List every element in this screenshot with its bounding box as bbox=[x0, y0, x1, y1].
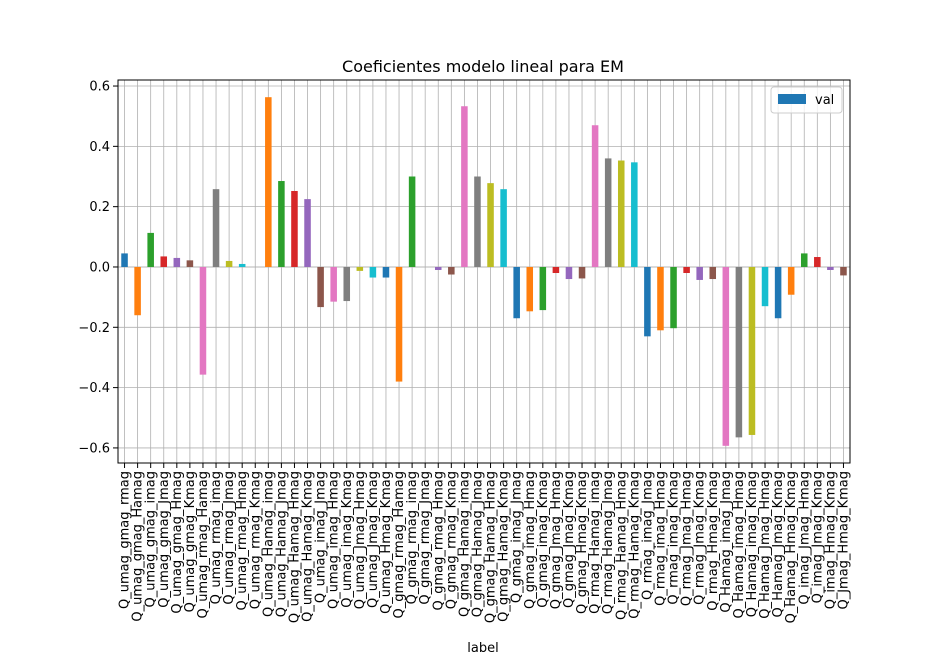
bar-Q_gmag_imag_Jmag bbox=[513, 267, 520, 318]
bar-Q_imag_Jmag_Hmag bbox=[801, 253, 808, 267]
bar-Q_gmag_rmag_Kmag bbox=[448, 267, 455, 275]
chart-title: Coeficientes modelo lineal para EM bbox=[342, 57, 624, 76]
bar-Q_gmag_rmag_Hmag bbox=[435, 267, 442, 270]
bar-Q_umag_Hamag_imag bbox=[265, 97, 272, 267]
bar-Q_umag_imag_Jmag bbox=[317, 267, 324, 307]
bar-Q_gmag_imag_Hmag bbox=[526, 267, 533, 311]
y-tick-label: −0.4 bbox=[78, 381, 110, 396]
bar-Q_rmag_Hamag_Hmag bbox=[618, 161, 625, 267]
bar-Q_Hamag_Hmag_Kmag bbox=[788, 267, 795, 295]
bar-Q_gmag_Hamag_Kmag bbox=[500, 189, 507, 267]
bar-Q_imag_Hmag_Kmag bbox=[827, 267, 834, 270]
bar-Q_Jmag_Hmag_Kmag bbox=[840, 267, 847, 275]
x-axis-label: label bbox=[467, 641, 498, 656]
bar-Q_rmag_imag_Jmag bbox=[644, 267, 651, 336]
legend: val bbox=[771, 87, 842, 113]
bar-Q_umag_gmag_Hamag bbox=[134, 267, 141, 315]
bar-Q_gmag_rmag_imag bbox=[409, 177, 416, 267]
bar-Q_rmag_Jmag_Kmag bbox=[696, 267, 703, 280]
bar-Q_umag_gmag_rmag bbox=[121, 253, 128, 267]
bar-Q_Hamag_imag_Hmag bbox=[736, 267, 743, 437]
bar-Q_gmag_rmag_Hamag bbox=[396, 267, 403, 382]
bar-Q_umag_Hamag_Jmag bbox=[278, 181, 285, 267]
bar-Q_umag_imag_Hmag bbox=[330, 267, 337, 302]
bar-Q_umag_gmag_Jmag bbox=[160, 256, 167, 267]
legend-swatch-val bbox=[778, 94, 806, 104]
bar-Q_Hamag_imag_Kmag bbox=[749, 267, 756, 435]
bar-Q_rmag_Hamag_imag bbox=[592, 125, 599, 267]
bar-Q_umag_rmag_Hmag bbox=[239, 264, 246, 267]
bar-Q_umag_gmag_Hmag bbox=[174, 258, 181, 267]
bar-Q_rmag_Jmag_Hmag bbox=[683, 267, 690, 273]
bar-Q_umag_Jmag_Hmag bbox=[357, 267, 364, 271]
bar-Q_gmag_imag_Kmag bbox=[540, 267, 547, 310]
y-tick-label: 0.4 bbox=[89, 140, 110, 155]
y-tick-label: −0.6 bbox=[78, 441, 110, 456]
x-axis-ticks: Q_umag_gmag_rmagQ_umag_gmag_HamagQ_umag_… bbox=[118, 463, 852, 623]
bar-Q_gmag_Jmag_Hmag bbox=[553, 267, 560, 273]
bar-Q_gmag_Hamag_imag bbox=[461, 106, 468, 267]
bar-Q_rmag_Hmag_Kmag bbox=[709, 267, 716, 279]
x-tick-label: Q_Jmag_Hmag_Kmag bbox=[836, 471, 851, 610]
bar-Q_umag_gmag_imag bbox=[147, 233, 154, 267]
bar-Q_umag_Hmag_Kmag bbox=[383, 267, 390, 278]
bar-Q_rmag_imag_Kmag bbox=[670, 267, 677, 328]
y-tick-label: 0.6 bbox=[89, 80, 110, 95]
bar-Q_umag_Jmag_Kmag bbox=[370, 267, 377, 278]
bar-Q_umag_rmag_Hamag bbox=[200, 267, 207, 375]
bar-Q_Hamag_Jmag_Kmag bbox=[775, 267, 782, 318]
y-tick-label: 0.0 bbox=[89, 260, 110, 275]
y-tick-label: 0.2 bbox=[89, 200, 110, 215]
bar-Q_gmag_Hmag_Kmag bbox=[579, 267, 586, 278]
y-tick-label: −0.2 bbox=[78, 321, 110, 336]
bar-Q_Hamag_imag_Jmag bbox=[723, 267, 730, 446]
bar-Q_umag_imag_Kmag bbox=[343, 267, 350, 301]
bar-Q_umag_gmag_Kmag bbox=[187, 260, 194, 267]
legend-label-val: val bbox=[815, 93, 834, 108]
bar-Q_gmag_Jmag_Kmag bbox=[566, 267, 573, 279]
bar-Q_rmag_imag_Hmag bbox=[657, 267, 664, 330]
bar-Q_umag_rmag_imag bbox=[213, 189, 220, 267]
bar-Q_umag_Hamag_Hmag bbox=[291, 191, 298, 267]
bar-Q_rmag_Hamag_Kmag bbox=[631, 162, 638, 267]
bar-Q_gmag_Hamag_Jmag bbox=[474, 177, 481, 267]
bar-Q_umag_Hamag_Kmag bbox=[304, 199, 311, 267]
bar-Q_rmag_Hamag_Jmag bbox=[605, 158, 612, 267]
bar-Q_gmag_Hamag_Hmag bbox=[487, 183, 494, 267]
bar-Q_Hamag_Jmag_Hmag bbox=[762, 267, 769, 306]
bar-Q_imag_Jmag_Kmag bbox=[814, 257, 821, 267]
bar-Q_umag_rmag_Jmag bbox=[226, 261, 233, 267]
